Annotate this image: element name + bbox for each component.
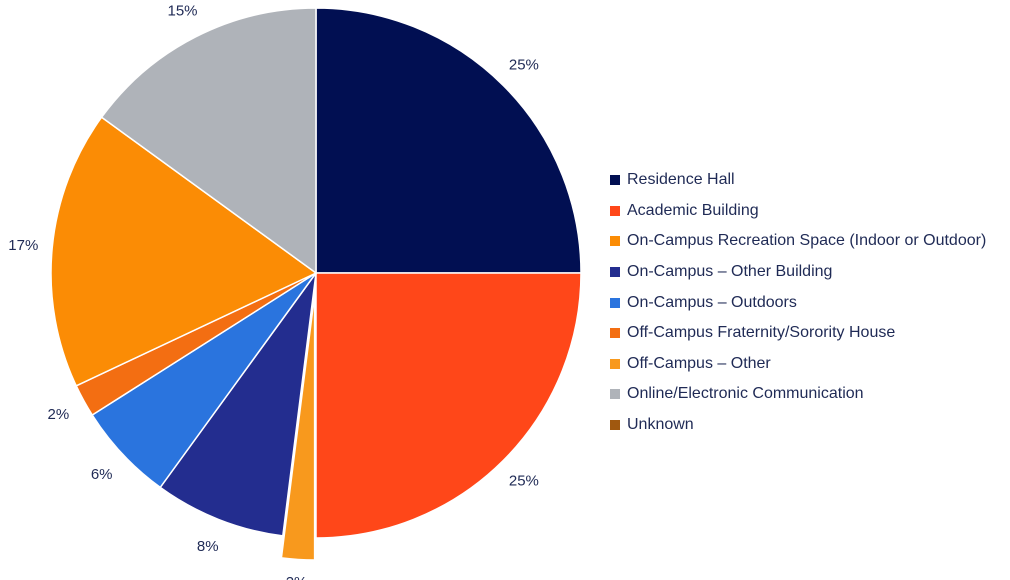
pie-slice-on-campus-recreation-space-indoor-or-outdoor <box>50 116 318 387</box>
legend-swatch <box>610 358 620 369</box>
legend-item-unknown: Unknown <box>610 410 986 441</box>
legend-item-off-campus-fraternity-sorority-house: Off-Campus Fraternity/Sorority House <box>610 318 986 349</box>
legend-item-residence-hall: Residence Hall <box>610 165 986 196</box>
legend-swatch <box>610 236 620 247</box>
pie-slice-online-electronic-communication <box>100 7 317 275</box>
legend-label: Online/Electronic Communication <box>627 385 864 403</box>
legend-swatch <box>610 267 620 278</box>
data-label-residence-hall: 25% <box>509 57 539 74</box>
data-label-online-electronic-communication: 15% <box>168 3 198 20</box>
legend-label: Off-Campus Fraternity/Sorority House <box>627 324 896 342</box>
pie-chart: 25% 25% 2% 8% 6% 2% 17% 15% <box>8 3 582 580</box>
pie-slice-residence-hall <box>315 7 582 274</box>
legend-item-on-campus-outdoors: On-Campus – Outdoors <box>610 287 986 318</box>
legend-item-off-campus-other: Off-Campus – Other <box>610 349 986 380</box>
legend-item-academic-building: Academic Building <box>610 196 986 227</box>
legend-swatch <box>610 389 620 400</box>
legend-swatch <box>610 328 620 339</box>
data-label-on-campus-other-building: 8% <box>197 538 219 555</box>
pie-slice-on-campus-other-building <box>159 272 317 537</box>
legend-label: On-Campus – Other Building <box>627 263 833 281</box>
data-label-academic-building: 25% <box>509 472 539 489</box>
legend-label: Residence Hall <box>627 171 735 189</box>
legend-item-on-campus-recreation-space-indoor-or-outdoor: On-Campus Recreation Space (Indoor or Ou… <box>610 226 986 257</box>
data-label-on-campus-outdoors: 6% <box>91 466 113 483</box>
legend-swatch <box>610 297 620 308</box>
legend-label: Off-Campus – Other <box>627 354 771 372</box>
legend-item-online-electronic-communication: Online/Electronic Communication <box>610 379 986 410</box>
legend-swatch <box>610 205 620 216</box>
legend-item-on-campus-other-building: On-Campus – Other Building <box>610 257 986 288</box>
legend-label: On-Campus Recreation Space (Indoor or Ou… <box>627 232 987 250</box>
legend-label: Unknown <box>627 416 694 434</box>
data-label-on-campus-recreation-space-indoor-or-outdoor: 17% <box>8 237 38 254</box>
chart-legend: Residence Hall Academic Building On-Campus… <box>610 165 986 440</box>
pie-slice-academic-building <box>315 272 582 539</box>
legend-label: On-Campus – Outdoors <box>627 293 797 311</box>
legend-label: Academic Building <box>627 201 759 219</box>
data-label-off-campus-fraternity-sorority-house: 2% <box>48 406 70 423</box>
data-label-off-campus-other: 2% <box>286 574 308 580</box>
legend-swatch <box>610 420 620 431</box>
legend-swatch <box>610 175 620 186</box>
pie-slice-off-campus-other <box>280 294 316 561</box>
